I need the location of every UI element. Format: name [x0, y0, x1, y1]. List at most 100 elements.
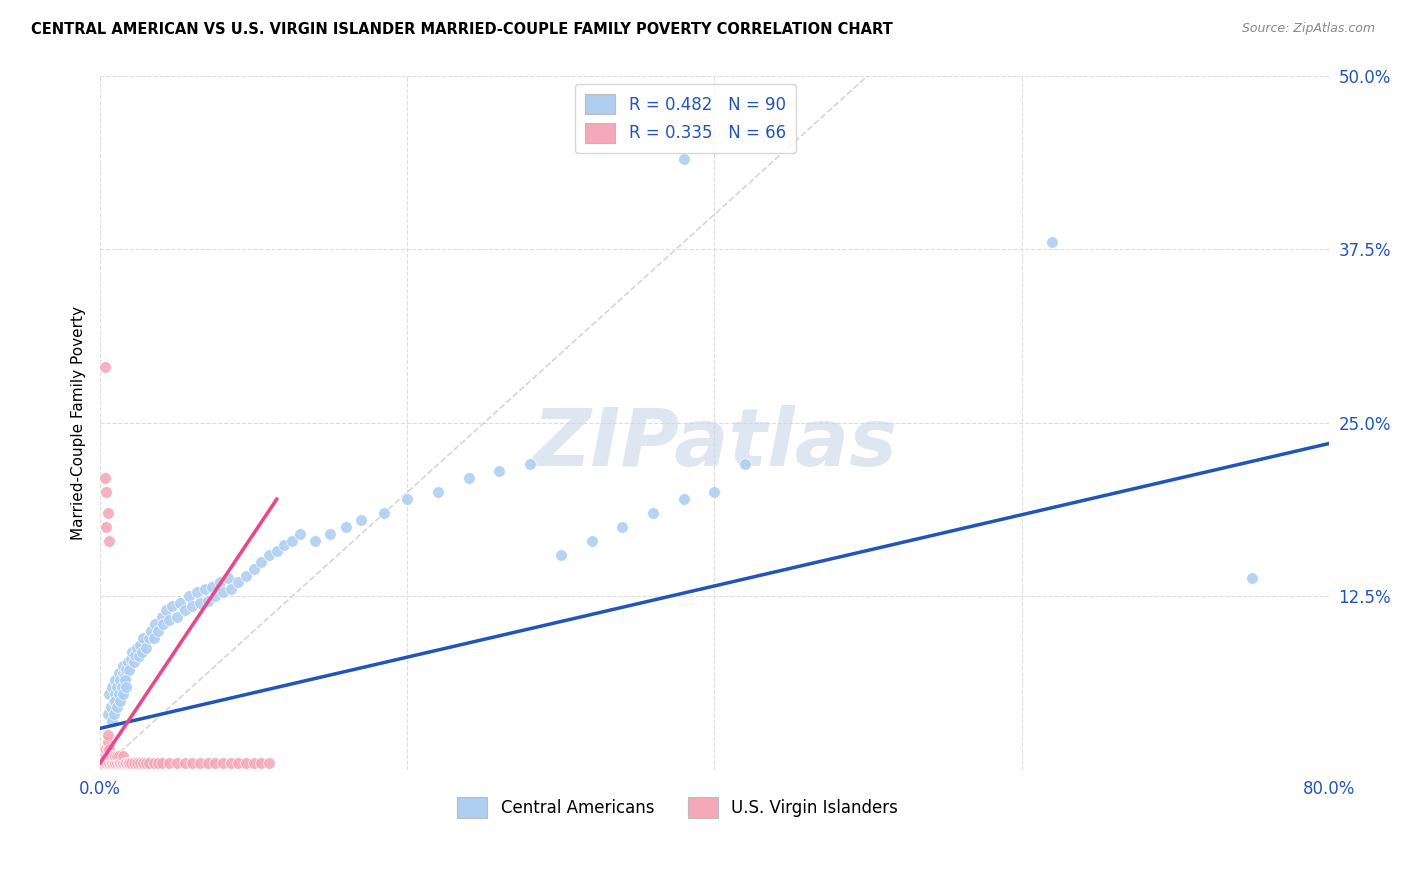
Point [208, 575, 231, 590]
Point [132, 756, 155, 770]
Point [242, 756, 264, 770]
Point [101, 714, 124, 729]
Point [112, 749, 135, 764]
Point [98, 687, 121, 701]
Point [103, 756, 125, 770]
Point [550, 548, 572, 562]
Text: ZIPatlas: ZIPatlas [531, 405, 897, 483]
Point [107, 665, 129, 680]
Point [396, 492, 419, 507]
Point [138, 631, 160, 645]
Point [98, 742, 121, 756]
Point [152, 617, 174, 632]
Point [122, 655, 145, 669]
Point [93, 749, 115, 764]
Point [97, 728, 120, 742]
Point [124, 648, 146, 662]
Point [125, 756, 148, 770]
Point [350, 513, 373, 527]
Point [703, 485, 725, 500]
Point [96, 742, 118, 756]
Point [132, 631, 155, 645]
Point [228, 756, 250, 770]
Point [197, 756, 219, 770]
Point [1040, 235, 1063, 250]
Point [734, 458, 756, 472]
Point [112, 687, 135, 701]
Point [108, 673, 131, 687]
Point [125, 640, 148, 655]
Point [281, 533, 304, 548]
Point [111, 756, 134, 770]
Point [103, 707, 125, 722]
Point [169, 596, 191, 610]
Point [103, 693, 125, 707]
Point [105, 756, 128, 770]
Point [166, 610, 188, 624]
Point [135, 756, 157, 770]
Point [179, 590, 201, 604]
Point [108, 756, 131, 770]
Point [97, 756, 120, 770]
Point [107, 687, 129, 701]
Point [91, 756, 114, 770]
Point [139, 624, 162, 639]
Point [96, 756, 118, 770]
Point [100, 749, 122, 764]
Point [97, 735, 120, 749]
Text: CENTRAL AMERICAN VS U.S. VIRGIN ISLANDER MARRIED-COUPLE FAMILY POVERTY CORRELATI: CENTRAL AMERICAN VS U.S. VIRGIN ISLANDER… [31, 22, 893, 37]
Point [148, 624, 170, 639]
Point [235, 756, 257, 770]
Point [457, 471, 479, 485]
Point [257, 756, 280, 770]
Point [100, 756, 122, 770]
Point [114, 673, 136, 687]
Point [150, 756, 173, 770]
Point [228, 575, 250, 590]
Point [319, 527, 342, 541]
Point [335, 520, 357, 534]
Point [93, 360, 115, 375]
Point [166, 756, 188, 770]
Point [104, 673, 127, 687]
Point [181, 756, 204, 770]
Point [129, 638, 152, 652]
Point [98, 756, 121, 770]
Point [273, 538, 295, 552]
Point [101, 756, 124, 770]
Point [129, 756, 152, 770]
Point [105, 749, 128, 764]
Point [96, 749, 118, 764]
Point [288, 527, 311, 541]
Point [120, 652, 142, 666]
Point [131, 645, 153, 659]
Point [107, 749, 129, 764]
Point [157, 613, 180, 627]
Point [120, 756, 142, 770]
Point [201, 580, 224, 594]
Point [98, 533, 121, 548]
Point [142, 631, 165, 645]
Point [122, 756, 145, 770]
Point [108, 693, 131, 707]
Legend: Central Americans, U.S. Virgin Islanders: Central Americans, U.S. Virgin Islanders [451, 790, 904, 824]
Point [219, 582, 242, 597]
Point [257, 548, 280, 562]
Point [93, 471, 115, 485]
Point [114, 756, 136, 770]
Point [121, 645, 143, 659]
Point [97, 742, 120, 756]
Point [117, 756, 139, 770]
Point [186, 585, 208, 599]
Point [150, 610, 173, 624]
Point [188, 756, 211, 770]
Point [96, 520, 118, 534]
Point [114, 668, 136, 682]
Point [641, 506, 664, 520]
Point [204, 756, 226, 770]
Point [115, 756, 138, 770]
Point [612, 520, 634, 534]
Point [112, 658, 135, 673]
Point [111, 680, 134, 694]
Point [162, 599, 184, 613]
